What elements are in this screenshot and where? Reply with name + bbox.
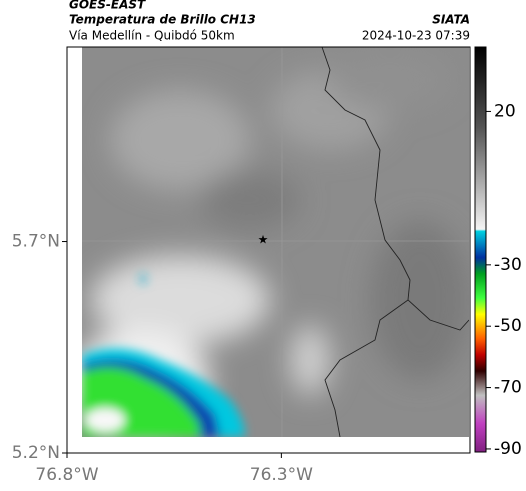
satellite-image: ★ — [82, 47, 469, 437]
colorbar — [474, 46, 487, 453]
subtitle: Temperatura de Brillo CH13 — [69, 13, 256, 27]
colorbar-tick-label: -90 — [494, 439, 522, 459]
colorbar-tick-label: -30 — [494, 255, 522, 275]
source: SIATA — [432, 13, 470, 27]
svg-text:★: ★ — [258, 233, 269, 247]
colorbar-tick-label: -50 — [494, 316, 522, 336]
y-tick-label: 5.7°N — [12, 232, 60, 252]
x-tick-label: 76.8°W — [35, 465, 98, 485]
colorbar-tick-label: 20 — [494, 101, 516, 121]
title: GOES-EAST — [69, 0, 146, 12]
y-tick-label: 5.2°N — [12, 443, 60, 463]
colorbar-tick-label: -70 — [494, 378, 522, 398]
x-tick-label: 76.3°W — [250, 465, 313, 485]
route: Vía Medellín - Quibdó 50km — [69, 29, 235, 43]
datetime: 2024-10-23 07:39 — [362, 29, 470, 43]
